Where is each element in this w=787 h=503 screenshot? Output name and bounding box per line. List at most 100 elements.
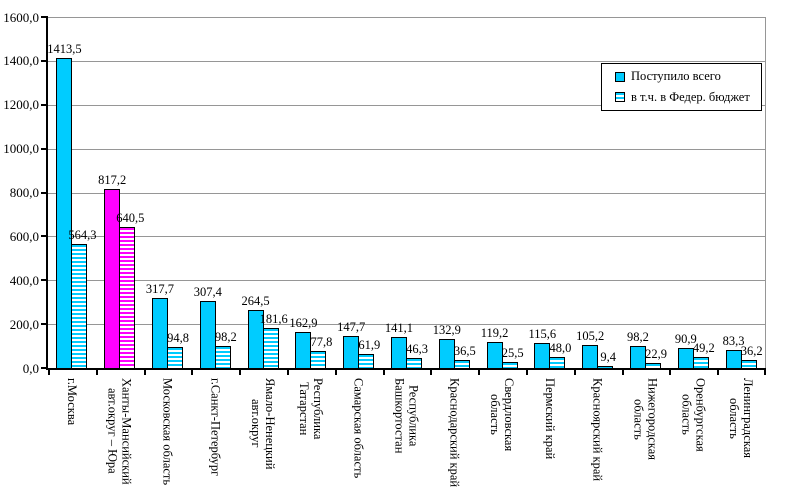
x-axis-label: Ханты-Мансийский авт.округ – Юра	[105, 378, 134, 485]
x-axis-label-cell: Ленинградская область	[717, 378, 765, 503]
bar-total: 119,2	[481, 326, 508, 368]
x-axis-label: Оренбургская область	[679, 378, 708, 452]
x-axis-tick	[526, 370, 528, 375]
bar-total: 147,7	[337, 320, 365, 368]
bar-group: 90,9 49,2	[669, 17, 717, 368]
bar-group: 162,9 77,8	[287, 17, 335, 368]
value-label-federal: 9,4	[600, 350, 617, 364]
y-axis-label: 1400,0	[3, 53, 39, 68]
gridline	[48, 324, 765, 325]
value-label-total: 119,2	[480, 326, 509, 340]
x-axis-label: Красноярский край	[590, 378, 605, 482]
bar-federal: 77,8	[310, 335, 332, 368]
bar-federal: 36,5	[453, 344, 476, 368]
value-label-federal: 640,5	[116, 211, 145, 225]
x-axis-tick	[764, 370, 766, 375]
y-axis-tick	[41, 60, 47, 62]
value-label-total: 132,9	[432, 323, 461, 337]
bar-federal: 9,4	[597, 350, 616, 368]
value-label-total: 1413,5	[47, 42, 82, 56]
bar-group: 317,7 94,8	[144, 17, 192, 368]
x-axis-label: Республика Башкортостан	[392, 378, 421, 454]
y-axis-label: 1200,0	[3, 97, 39, 112]
x-axis-label: Краснодарский край	[447, 378, 462, 488]
x-axis-tick	[574, 370, 576, 375]
gridline	[48, 193, 765, 194]
x-axis-tick	[669, 370, 671, 375]
gridline	[48, 105, 765, 106]
x-axis-label-cell: Пермский край	[526, 378, 574, 503]
value-label-federal: 94,8	[167, 331, 189, 345]
bar-group: 1413,5 564,3	[47, 17, 97, 368]
gridline	[48, 280, 765, 281]
bar-federal: 49,2	[692, 341, 715, 368]
bar-total: 105,2	[576, 329, 604, 368]
y-axis-label: 0,0	[22, 361, 39, 376]
y-axis-label: 200,0	[9, 317, 39, 332]
bar-total: 98,2	[627, 330, 649, 368]
gridline	[48, 236, 765, 237]
x-axis-tick	[239, 370, 241, 375]
y-axis-tick	[41, 323, 47, 325]
y-axis-tick	[41, 235, 47, 237]
bar-total: 317,7	[146, 282, 174, 368]
x-axis-label: Московская область	[160, 378, 175, 486]
bar-group: 141,1 46,3	[383, 17, 431, 368]
value-label-total: 105,2	[576, 329, 605, 343]
value-label-federal: 49,2	[692, 341, 715, 355]
x-axis-tick	[478, 370, 480, 375]
bar-total: 264,5	[242, 294, 270, 368]
y-axis-tick	[41, 104, 47, 106]
x-axis-label: Нижегородская область	[631, 378, 660, 461]
legend-label-federal: в т.ч. в Федер. бюджет	[631, 89, 750, 104]
y-axis-tick	[41, 367, 47, 369]
bar-federal: 22,9	[644, 347, 667, 368]
legend-swatch-solid-icon	[615, 71, 625, 82]
y-axis-tick	[41, 279, 47, 281]
bar-total: 307,4	[194, 285, 222, 368]
x-axis-label-cell: г.Москва	[48, 378, 96, 503]
x-axis-label: Пермский край	[542, 378, 557, 460]
x-axis-label: Ямало-Ненецкий авт.округ	[249, 378, 278, 470]
x-axis-tick	[144, 370, 146, 375]
gridline	[48, 61, 765, 62]
x-axis-tick	[717, 370, 719, 375]
bar-total: 83,3	[723, 334, 744, 368]
bar-federal: 61,9	[358, 338, 380, 368]
x-axis-label-cell: Республика Татарстан	[287, 378, 335, 503]
y-axis-label: 600,0	[9, 229, 39, 244]
value-label-total: 162,9	[289, 316, 318, 330]
y-axis-tick	[41, 192, 47, 194]
y-axis-label: 400,0	[9, 273, 39, 288]
y-axis-tick	[41, 148, 47, 150]
legend-item-federal: в т.ч. в Федер. бюджет	[615, 90, 761, 105]
gridline	[48, 17, 765, 18]
bar-federal: 564,3	[68, 228, 97, 368]
y-axis-line	[46, 16, 48, 370]
value-label-total: 90,9	[674, 332, 697, 346]
bar-group: 307,4 98,2	[191, 17, 239, 368]
x-axis-label-cell: Свердловская область	[478, 378, 526, 503]
value-label-federal: 48,0	[549, 341, 572, 355]
value-label-total: 98,2	[627, 330, 649, 344]
bar-federal: 94,8	[166, 331, 189, 368]
y-axis-tick	[41, 16, 47, 18]
value-label-federal: 98,2	[214, 330, 237, 344]
value-label-total: 264,5	[241, 294, 270, 308]
legend: Поступило всего в т.ч. в Федер. бюджет	[601, 63, 762, 111]
plot-right-border	[765, 17, 766, 368]
x-axis-label-cell: Нижегородская область	[622, 378, 670, 503]
x-axis-label: Самарская область	[351, 378, 366, 479]
legend-label-total: Поступило всего	[631, 69, 721, 84]
x-axis-tick	[335, 370, 337, 375]
bar-group: 83,3 36,2	[717, 17, 765, 368]
value-label-federal: 36,2	[740, 344, 763, 358]
value-label-total: 147,7	[337, 320, 366, 334]
value-label-federal: 564,3	[68, 228, 97, 242]
bar-group: 115,6 48,0	[526, 17, 574, 368]
bar-total: 141,1	[385, 321, 413, 368]
bar-group: 132,9 36,5	[430, 17, 478, 368]
x-axis-label: г.Москва	[64, 378, 79, 426]
x-axis-label-cell: Краснодарский край	[430, 378, 478, 503]
